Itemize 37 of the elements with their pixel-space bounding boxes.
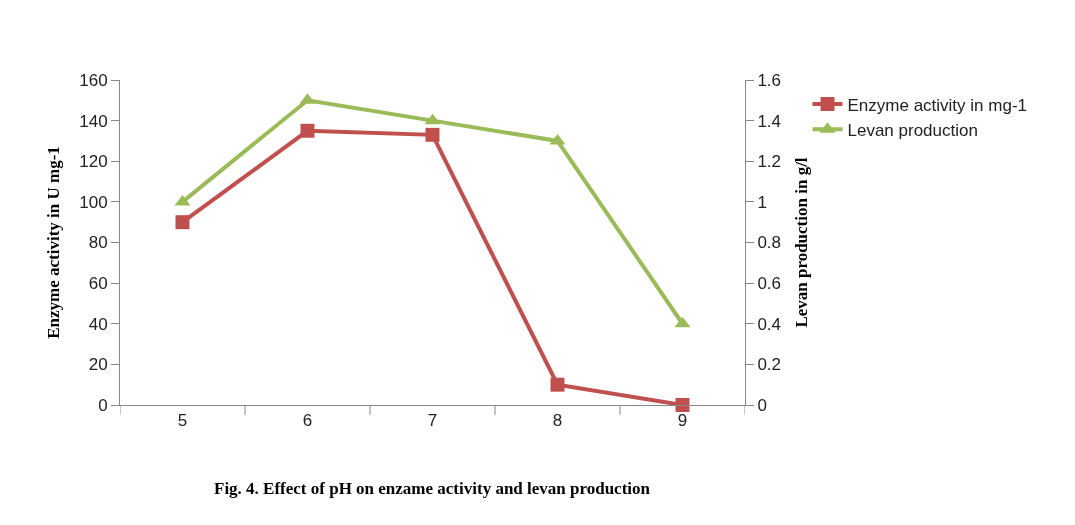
y-tick-label: 160 xyxy=(79,70,108,90)
x-tick-label: 7 xyxy=(427,411,438,431)
y2-axis-title: Levan production in g/l xyxy=(792,157,812,328)
point xyxy=(425,127,440,142)
y-axis-title: Enzyme activity in U mg-1 xyxy=(43,146,63,339)
y-tick-label: 140 xyxy=(79,111,108,131)
legend-label: Enzyme activity in mg-1 xyxy=(847,95,1027,115)
point xyxy=(549,133,566,145)
x-tick-label: 8 xyxy=(552,411,563,431)
point xyxy=(550,377,565,392)
y2-tick-label: 1.4 xyxy=(757,111,782,131)
point xyxy=(175,215,190,230)
y-tick-label: 80 xyxy=(88,233,108,253)
y-tick-label: 40 xyxy=(88,314,108,334)
y2-tick-label: 1.6 xyxy=(757,70,782,90)
y2-tick-label: 0 xyxy=(757,395,767,415)
y-tick-label: 60 xyxy=(88,274,108,294)
y-tick-label: 120 xyxy=(79,152,108,172)
point xyxy=(674,316,691,328)
x-tick-label: 5 xyxy=(177,411,188,431)
y2-tick-label: 0.6 xyxy=(757,274,782,294)
y-tick-label: 100 xyxy=(79,192,108,212)
caption: Fig. 4. Effect of pH on enzame activity and levan production xyxy=(214,479,651,498)
y2-tick-label: 1.2 xyxy=(757,152,782,172)
point xyxy=(675,398,690,412)
x-tick-label: 6 xyxy=(302,411,313,431)
y2-tick-label: 0.4 xyxy=(757,314,782,334)
y-tick-label: 20 xyxy=(88,355,108,375)
point xyxy=(300,123,315,138)
point xyxy=(424,113,441,125)
y-tick-label: 0 xyxy=(98,395,108,415)
point xyxy=(174,194,191,206)
y2-tick-label: 0.8 xyxy=(757,233,782,253)
x-tick-label: 9 xyxy=(677,411,688,431)
y2-tick-label: 0.2 xyxy=(757,355,782,375)
y2-tick-label: 1 xyxy=(757,192,767,212)
legend-label: Levan production xyxy=(847,120,978,140)
